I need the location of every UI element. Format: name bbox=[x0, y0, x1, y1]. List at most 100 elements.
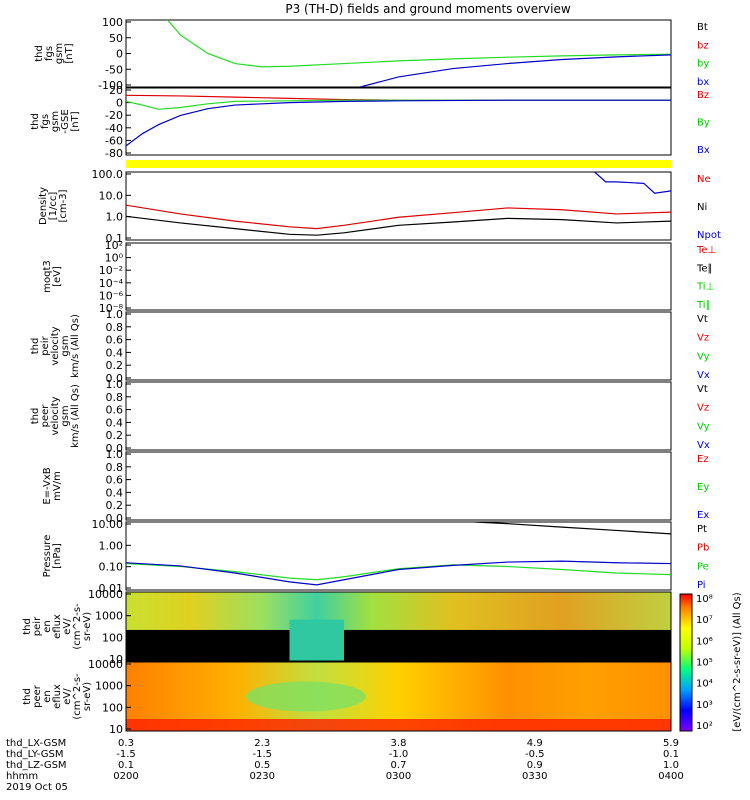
panel-frame bbox=[125, 661, 672, 732]
panel-frame bbox=[125, 521, 672, 591]
panel-ylabel-line: en bbox=[42, 620, 53, 633]
legend-entry: Pt bbox=[697, 524, 707, 535]
xaxis-value: -0.5 bbox=[525, 749, 545, 760]
legend-entry: bx bbox=[697, 77, 709, 88]
ytick-label: 100 bbox=[102, 631, 123, 644]
legend-entry: bz bbox=[697, 40, 709, 51]
legend-entry: Vy bbox=[697, 351, 710, 362]
panel-frame bbox=[125, 242, 672, 311]
xaxis-value: 0.1 bbox=[663, 749, 679, 760]
colorbar-tick: 10⁷ bbox=[696, 615, 713, 626]
xaxis-value: 0230 bbox=[250, 771, 275, 782]
panel-ylabel-line: [nPa] bbox=[52, 543, 63, 569]
legend-entry: Bt bbox=[697, 22, 708, 33]
panel-ylabel-line: peir bbox=[32, 616, 43, 636]
plot-title: P3 (TH-D) fields and ground moments over… bbox=[285, 2, 570, 16]
ytick-label: 10⁻² bbox=[99, 264, 123, 277]
legend-entry: Vt bbox=[697, 384, 708, 395]
ytick-label: 0.2 bbox=[106, 429, 124, 442]
xaxis-value: 0330 bbox=[522, 771, 547, 782]
panel-ylabel-line: velocity bbox=[50, 326, 61, 365]
series-Pi bbox=[126, 560, 671, 586]
legend-entry: Vz bbox=[697, 403, 709, 414]
ytick-label: 20 bbox=[109, 84, 123, 97]
legend-entry: Ey bbox=[697, 482, 709, 493]
heatmap-nodata bbox=[126, 629, 671, 661]
ytick-label: -60 bbox=[105, 134, 123, 147]
xaxis-value: 5.9 bbox=[663, 738, 679, 749]
xaxis-value: -1.5 bbox=[252, 749, 272, 760]
legend-entry: Pb bbox=[697, 543, 709, 554]
colorbar-tick: 10³ bbox=[696, 700, 713, 711]
panel-frame bbox=[125, 87, 672, 156]
panel-frame bbox=[125, 171, 672, 241]
legend-entry: Ex bbox=[697, 510, 709, 521]
ytick-label: 10.00 bbox=[92, 518, 124, 531]
panel-ylabel-line: km/s (All Qs) bbox=[70, 384, 81, 448]
ytick-label: 0.01 bbox=[99, 582, 124, 595]
ytick-label: 10⁰ bbox=[105, 252, 124, 265]
x-axis-labels: thd_LX-GSM 0.3 2.3 3.8 4.9 5.9 thd_LY-GSM -1.5 -… bbox=[6, 738, 684, 793]
series-by bbox=[166, 20, 671, 68]
xaxis-value: 3.8 bbox=[391, 738, 407, 749]
ytick-label: 0 bbox=[116, 48, 123, 61]
ytick-label: 10.0 bbox=[99, 189, 124, 202]
ytick-label: 10000 bbox=[88, 588, 123, 601]
colorbar-gradient bbox=[679, 593, 693, 732]
colorbar-tick: 10⁴ bbox=[696, 679, 713, 690]
legend-entry: Vy bbox=[697, 421, 710, 432]
series-Bz bbox=[126, 94, 671, 101]
ytick-label: 0.2 bbox=[106, 499, 124, 512]
panel-ylabel-line: [cm-3] bbox=[58, 189, 69, 222]
xaxis-value: 0.7 bbox=[391, 760, 407, 771]
panel-ylabel-line: fgs bbox=[40, 114, 51, 129]
legend-entry: Ti∥ bbox=[696, 300, 711, 311]
ytick-label: 1.0 bbox=[106, 211, 124, 224]
legend-entry: Ne bbox=[697, 174, 711, 185]
ytick-label: 100 bbox=[102, 701, 123, 714]
ytick-label: 0 bbox=[116, 97, 123, 110]
ytick-label: 100.0 bbox=[92, 168, 124, 181]
panel-ylabel-line: thd bbox=[30, 113, 41, 130]
xaxis-value: 4.9 bbox=[527, 738, 543, 749]
ytick-label: 10⁻⁴ bbox=[99, 277, 124, 290]
legend-entry: Ni bbox=[697, 202, 707, 213]
ytick-label: 0.6 bbox=[106, 334, 124, 347]
panel-ylabel-line: gsm bbox=[60, 405, 71, 426]
panel-ylabel-line: gsm bbox=[50, 111, 61, 132]
legend-entry: By bbox=[697, 118, 710, 129]
ytick-label: 0.6 bbox=[106, 404, 124, 417]
xaxis-row-label: thd_LZ-GSM bbox=[6, 760, 67, 771]
ytick-label: 1.0 bbox=[106, 448, 124, 461]
xaxis-value: 0.1 bbox=[118, 760, 134, 771]
panel-frame bbox=[125, 591, 672, 662]
panel-peir_velocity: thd peir velocity gsm km/s (All Qs) 1.00.80.6… bbox=[30, 308, 710, 385]
panel-pressure: Pressure [nPa] 10.00 1.00 0.10 0.01 Pt Pb Pe Pi bbox=[42, 518, 709, 595]
panel-ylabel-line: sr-eV) bbox=[82, 682, 93, 711]
panel-density: Density [1/cc] [cm-3] 100.0 10.0 1.0 0.1 Ne Ni Np… bbox=[38, 168, 721, 245]
legend-entry: Pi bbox=[697, 580, 706, 591]
panel-ylabel-line: [nT] bbox=[64, 43, 75, 63]
legend-entry: Pe bbox=[697, 561, 709, 572]
panel-ylabel-line: gsm bbox=[60, 335, 71, 356]
xaxis-value: 2.3 bbox=[254, 738, 270, 749]
xaxis-value: -1.0 bbox=[389, 749, 409, 760]
legend-entry: Bz bbox=[697, 90, 709, 101]
series-bx bbox=[360, 54, 671, 87]
ytick-label: 0.1 bbox=[106, 232, 124, 245]
panel-ylabel-line: en bbox=[42, 690, 53, 703]
xaxis-value: 0200 bbox=[113, 771, 138, 782]
ytick-label: 0.8 bbox=[106, 391, 124, 404]
legend-entry: Vx bbox=[697, 440, 710, 451]
ytick-label: 1.0 bbox=[106, 378, 124, 391]
panel-ylabel-line: [nT] bbox=[70, 111, 81, 131]
panel-ylabel-line: thd bbox=[22, 618, 33, 635]
legend-entry: Ti⊥ bbox=[696, 282, 714, 293]
legend-entry: Npot bbox=[697, 230, 721, 241]
panel-peir_eflux: thd peir en eflux eV/(cm^2-s-sr-eV) 10000 1000… bbox=[22, 588, 672, 666]
xaxis-date: 2019 Oct 05 bbox=[6, 782, 68, 793]
xaxis-value: -1.5 bbox=[116, 749, 136, 760]
panel-ylabel-line: moqt3 bbox=[42, 260, 53, 293]
